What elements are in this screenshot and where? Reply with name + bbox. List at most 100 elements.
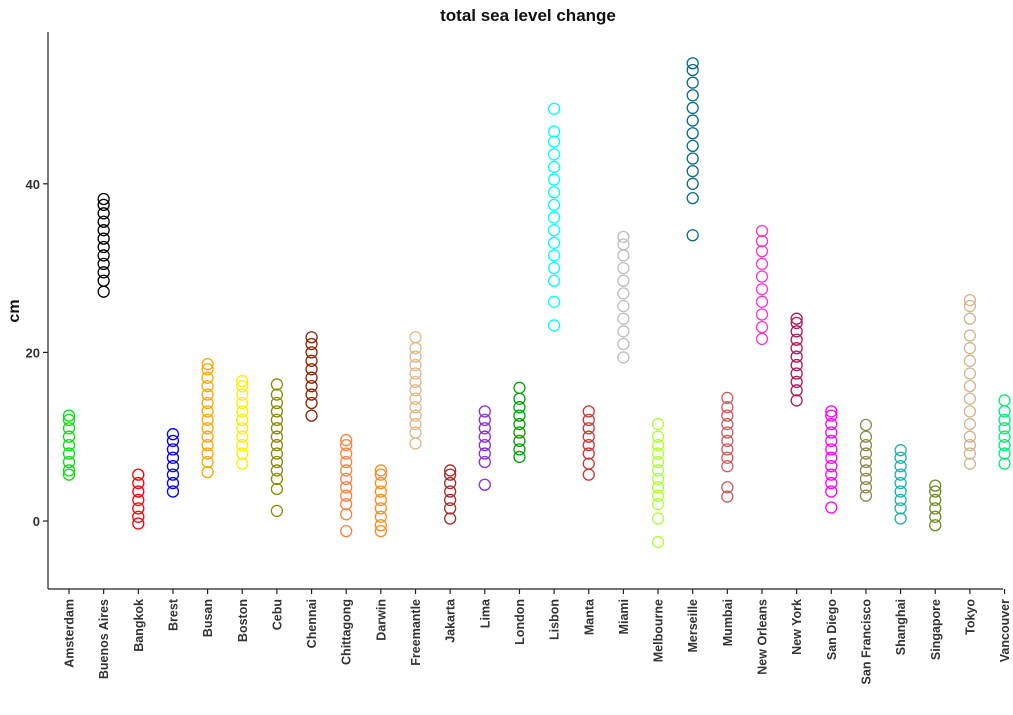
- data-point: [686, 127, 699, 140]
- data-point: [547, 295, 561, 308]
- series-cebu: [270, 378, 284, 518]
- data-point: [825, 443, 838, 456]
- data-point: [132, 476, 145, 490]
- data-point: [963, 379, 977, 393]
- data-point: [617, 274, 630, 287]
- data-point: [270, 422, 284, 435]
- data-point: [859, 430, 873, 443]
- data-point: [236, 413, 249, 426]
- data-point: [686, 152, 699, 165]
- data-point: [721, 443, 734, 456]
- data-point: [547, 102, 561, 115]
- data-point: [305, 379, 318, 393]
- data-point: [963, 342, 977, 355]
- data-point: [547, 261, 561, 275]
- x-tick-label: Lisbon: [548, 599, 562, 640]
- data-point: [651, 417, 665, 431]
- data-point: [409, 375, 422, 389]
- data-point: [443, 493, 457, 507]
- data-point: [201, 388, 214, 401]
- x-tick-label: Bangkok: [132, 599, 146, 652]
- x-tick-label: New Orleans: [756, 599, 770, 675]
- data-point: [97, 215, 110, 228]
- series-chittagong: [340, 433, 353, 538]
- data-point: [409, 392, 422, 405]
- series-miami: [617, 230, 630, 364]
- category-labels: Amsterdam Buenos Aires Bangkok Brest Busan Bo…: [63, 598, 1013, 684]
- x-tick-label: Melbourne: [652, 599, 666, 662]
- data-point: [859, 464, 873, 477]
- data-point: [201, 447, 214, 460]
- x-tick-label: Amsterdam: [63, 599, 77, 668]
- data-point: [998, 422, 1011, 435]
- data-point: [478, 430, 491, 443]
- data-point: [305, 396, 318, 410]
- data-point: [340, 464, 353, 477]
- data-point: [755, 224, 769, 238]
- series-new-orleans: [755, 224, 769, 346]
- data-point: [340, 433, 353, 447]
- data-point: [236, 379, 249, 393]
- data-point: [132, 493, 145, 507]
- data-point: [651, 472, 665, 486]
- data-point: [582, 457, 595, 470]
- data-point: [998, 405, 1011, 418]
- data-point: [859, 455, 873, 469]
- x-tick-label: Brest: [166, 598, 180, 631]
- data-point: [547, 135, 561, 148]
- data-point: [478, 422, 491, 435]
- x-tick-label: Chennai: [305, 599, 319, 648]
- data-point: [547, 249, 561, 262]
- data-point: [62, 455, 76, 469]
- data-point: [236, 388, 249, 401]
- data-point: [721, 490, 734, 503]
- data-point: [617, 299, 630, 313]
- x-tick-label: Miami: [617, 599, 631, 634]
- x-tick-label: New York: [790, 599, 804, 655]
- data-point: [443, 502, 457, 515]
- data-point: [859, 447, 873, 460]
- data-point: [201, 438, 214, 452]
- data-point: [132, 468, 145, 481]
- data-point: [513, 417, 526, 431]
- data-point: [270, 405, 284, 418]
- data-point: [97, 207, 110, 220]
- data-point: [755, 245, 769, 258]
- data-point: [790, 394, 803, 407]
- data-point: [825, 476, 838, 490]
- data-point: [270, 504, 284, 518]
- data-point: [236, 430, 249, 443]
- data-point: [62, 464, 76, 477]
- x-tick-label: San Diego: [825, 599, 839, 660]
- data-point: [859, 418, 873, 432]
- x-tick-label: San Francisco: [859, 599, 873, 685]
- data-point: [686, 139, 699, 153]
- data-point: [755, 308, 769, 321]
- series-buenos-aires: [97, 192, 110, 298]
- data-point: [859, 472, 873, 486]
- data-point: [547, 160, 561, 174]
- data-point: [97, 249, 110, 262]
- data-point: [305, 388, 318, 401]
- data-point: [340, 472, 353, 486]
- data-point: [755, 257, 769, 271]
- data-point: [201, 363, 214, 376]
- data-point: [651, 464, 665, 477]
- data-point: [894, 502, 907, 515]
- data-point: [305, 371, 318, 384]
- data-point: [374, 468, 388, 481]
- data-point: [62, 468, 76, 481]
- data-point: [825, 405, 838, 418]
- data-point: [721, 401, 734, 414]
- data-point: [443, 468, 457, 481]
- data-point: [374, 502, 388, 515]
- data-point: [97, 266, 110, 279]
- data-point: [409, 367, 422, 380]
- data-point: [409, 437, 422, 450]
- data-point: [651, 481, 665, 494]
- data-point: [62, 430, 76, 443]
- data-point: [963, 299, 977, 313]
- data-point: [97, 224, 110, 237]
- data-point: [547, 198, 561, 212]
